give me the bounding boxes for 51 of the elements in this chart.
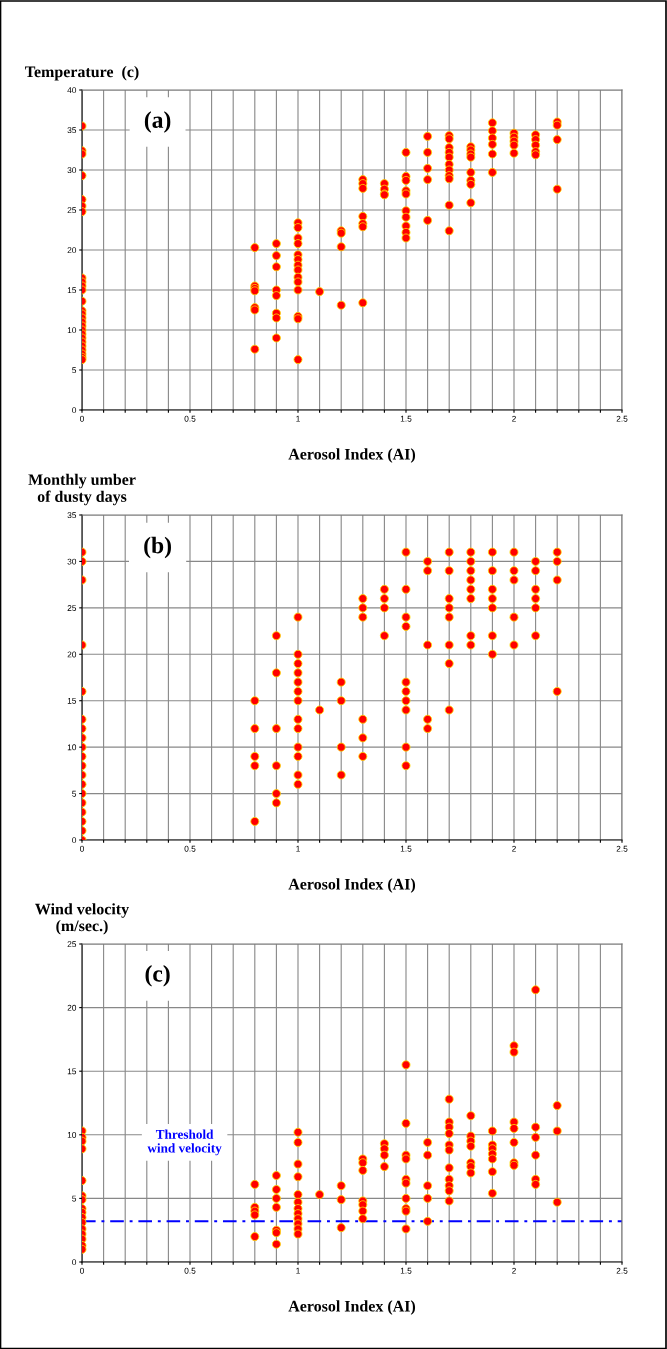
x-tick-label: 2 bbox=[512, 845, 516, 852]
x-tick-label: 1 bbox=[296, 1267, 300, 1274]
x-tick-label: 1.5 bbox=[400, 1267, 412, 1274]
x-tick-label: 1.5 bbox=[400, 415, 412, 422]
y-tick-label: 0 bbox=[72, 407, 77, 414]
x-tick-label: 0.5 bbox=[184, 845, 196, 852]
annotation: (b) bbox=[144, 536, 171, 559]
y-tick-label: 5 bbox=[72, 1195, 77, 1202]
x-tick-label: 2 bbox=[512, 415, 516, 422]
x-tick-label: 0 bbox=[80, 415, 84, 422]
y-tick-label: 10 bbox=[67, 744, 77, 751]
x-tick-label: 2 bbox=[512, 1267, 516, 1274]
y-tick-label: 35 bbox=[67, 512, 77, 519]
y-tick-label: 20 bbox=[67, 651, 77, 658]
y-tick-label: 15 bbox=[67, 698, 77, 704]
x-tick-label: 2.5 bbox=[616, 415, 628, 422]
y-tick-label: 15 bbox=[67, 287, 77, 294]
y-tick-label: 5 bbox=[72, 367, 77, 374]
x-tick-label: 2.5 bbox=[616, 845, 628, 852]
y-tick-label: 20 bbox=[67, 247, 77, 254]
x-tick-label: 0 bbox=[80, 1267, 84, 1274]
y-tick-label: 5 bbox=[72, 790, 77, 797]
x-tick-label: 1 bbox=[296, 845, 300, 852]
annotation: (c) bbox=[145, 965, 170, 987]
y-tick-label: 20 bbox=[67, 1004, 77, 1011]
x-tick-label: 0 bbox=[80, 845, 84, 852]
y-tick-label: 10 bbox=[67, 1132, 77, 1138]
x-tick-label: 2.5 bbox=[616, 1267, 628, 1274]
x-tick-label: 1 bbox=[296, 415, 300, 422]
y-axis-title: Monthly umber of dusty days bbox=[28, 473, 136, 506]
ref-line-label: Threshold wind velocity bbox=[147, 1129, 222, 1156]
y-tick-label: 25 bbox=[67, 207, 77, 214]
y-tick-label: 10 bbox=[67, 327, 77, 334]
y-axis-title: Wind velocity (m/sec.) bbox=[35, 903, 129, 935]
y-tick-label: 0 bbox=[72, 1259, 77, 1266]
y-tick-label: 25 bbox=[67, 941, 77, 948]
x-tick-label: 0.5 bbox=[184, 415, 196, 422]
x-axis-title: Aerosol Index (AI) bbox=[288, 1300, 416, 1315]
y-tick-label: 30 bbox=[67, 167, 77, 174]
annotation: (a) bbox=[144, 111, 171, 133]
y-tick-label: 15 bbox=[67, 1068, 77, 1075]
y-tick-label: 0 bbox=[72, 837, 77, 844]
x-axis-title: Aerosol Index (AI) bbox=[288, 448, 416, 463]
x-tick-label: 0.5 bbox=[184, 1267, 196, 1274]
y-tick-label: 30 bbox=[67, 558, 77, 565]
y-tick-label: 40 bbox=[67, 87, 77, 94]
y-tick-label: 25 bbox=[67, 605, 77, 611]
y-tick-label: 35 bbox=[67, 127, 77, 134]
x-axis-title: Aerosol Index (AI) bbox=[288, 878, 416, 893]
x-tick-label: 1.5 bbox=[400, 845, 412, 852]
y-axis-title: Temperature (c) bbox=[25, 65, 139, 81]
